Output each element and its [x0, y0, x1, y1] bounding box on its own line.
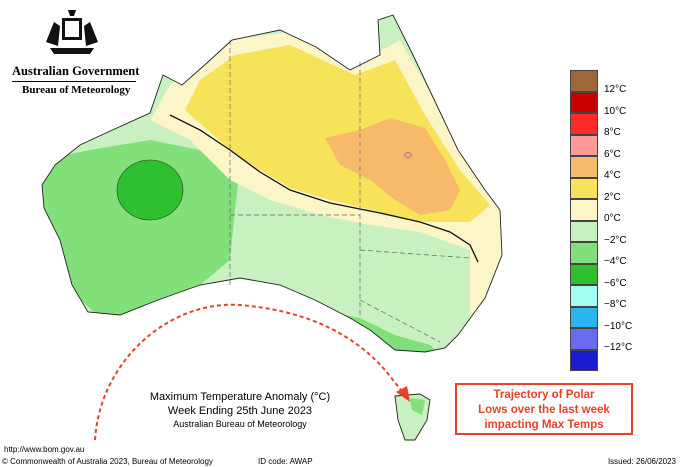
legend-label: −10°C — [604, 320, 633, 332]
legend-swatch — [570, 91, 598, 113]
legend-swatch — [570, 306, 598, 328]
trajectory-arrowhead — [396, 386, 410, 402]
legend-label: 0°C — [604, 213, 621, 224]
bureau-name: Bureau of Meteorology — [22, 84, 131, 96]
copyright-text: © Commonwealth of Australia 2023, Bureau… — [2, 457, 213, 466]
callout-line: Lows over the last week — [478, 404, 610, 416]
zone-minus6-sw — [139, 310, 167, 320]
legend-label: −8°C — [604, 299, 627, 310]
legend-swatch — [570, 220, 598, 242]
id-code-text: ID code: AWAP — [258, 457, 313, 466]
map-subtitle: Week Ending 25th June 2023 — [167, 405, 313, 417]
legend-swatch — [570, 199, 598, 221]
zone-minus4-west — [42, 140, 240, 318]
issued-date-text: Issued: 26/06/2023 — [607, 457, 676, 466]
bom-url-link[interactable]: http://www.bom.gov.au — [4, 445, 85, 454]
legend-label: 6°C — [604, 148, 621, 160]
zone-plus6-dot — [404, 152, 412, 158]
government-name: Australian Government — [12, 64, 140, 78]
header-rule — [12, 81, 136, 82]
callout-line: Trajectory of Polar — [493, 389, 595, 401]
polar-low-trajectory — [94, 303, 406, 441]
coastline — [41, 14, 503, 353]
legend-swatch — [570, 113, 598, 135]
legend-swatch — [570, 134, 598, 156]
color-legend — [570, 70, 598, 371]
legend-label: 4°C — [604, 170, 621, 181]
legend-label: 10°C — [604, 105, 627, 117]
zero-isotherm — [169, 114, 479, 263]
legend-label: −4°C — [604, 256, 627, 267]
zone-plus4 — [325, 118, 460, 215]
legend-swatch — [570, 263, 598, 285]
legend-swatch — [570, 285, 598, 307]
map-agency: Australian Bureau of Meteorology — [173, 419, 307, 429]
legend-swatch — [570, 242, 598, 264]
legend-swatch — [570, 328, 598, 350]
legend-swatch — [570, 349, 598, 371]
legend-label: 8°C — [604, 127, 621, 138]
legend-label: −2°C — [604, 234, 627, 246]
zone-minus6-blob — [116, 159, 184, 221]
government-logo-block: Australian Government Bureau of Meteorol… — [8, 8, 140, 98]
legend-swatch — [570, 156, 598, 178]
legend-label: −6°C — [604, 277, 627, 289]
callout-line: impacting Max Temps — [484, 419, 604, 431]
legend-swatch — [570, 70, 598, 92]
trajectory-callout: Trajectory of Polar Lows over the last w… — [455, 383, 633, 435]
state-borders — [229, 40, 471, 343]
map-title: Maximum Temperature Anomaly (°C) — [149, 391, 331, 403]
legend-label: 2°C — [604, 191, 621, 203]
map-title-block: Maximum Temperature Anomaly (°C) Week En… — [120, 390, 360, 430]
footer: © Commonwealth of Australia 2023, Bureau… — [0, 457, 680, 467]
legend-swatch — [570, 177, 598, 199]
coat-of-arms-icon — [46, 10, 98, 54]
legend-label: 12°C — [604, 84, 627, 95]
legend-label: −12°C — [604, 342, 633, 353]
